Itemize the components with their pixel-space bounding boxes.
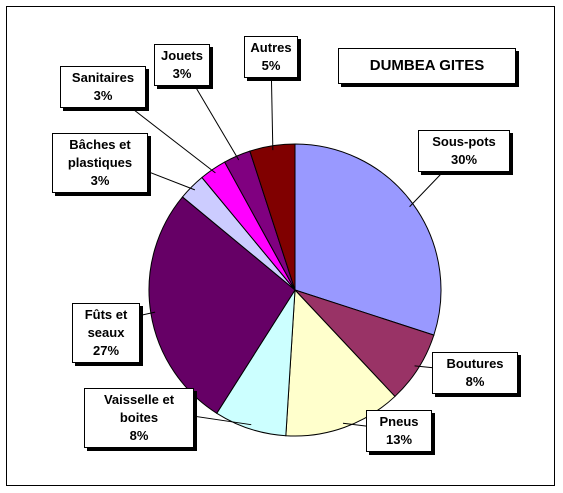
label-value: 3%: [172, 66, 192, 81]
pie-slice: [294, 143, 442, 336]
label-value: 27%: [92, 343, 120, 358]
data-label: Boutures 8%: [432, 352, 518, 394]
pie-slice: [285, 288, 396, 437]
label-category: Vaisselle et boites: [103, 392, 175, 425]
label-category: Bâches et plastiques: [67, 137, 133, 170]
label-category: Sous-pots: [432, 134, 496, 149]
label-category: Autres: [250, 40, 292, 55]
label-value: 8%: [129, 428, 149, 443]
data-label: Vaisselle et boites 8%: [84, 388, 194, 448]
data-label: Fûts et seaux 27%: [72, 303, 140, 363]
label-value: 3%: [93, 88, 113, 103]
data-label: Sanitaires 3%: [60, 66, 146, 108]
label-value: 30%: [450, 152, 478, 167]
pie-slice: [249, 143, 296, 291]
data-label: Bâches et plastiques 3%: [52, 133, 148, 193]
data-label: Sous-pots 30%: [418, 130, 510, 172]
data-label: Pneus 13%: [366, 410, 432, 452]
label-category: Pneus: [379, 414, 419, 429]
data-label: Jouets 3%: [154, 44, 210, 86]
label-value: 8%: [465, 374, 485, 389]
label-value: 5%: [261, 58, 281, 73]
label-category: Jouets: [161, 48, 203, 63]
label-category: Boutures: [446, 356, 504, 371]
data-label: Autres 5%: [244, 36, 298, 78]
chart-title: DUMBEA GITES: [338, 48, 516, 84]
label-category: Fûts et seaux: [84, 307, 128, 340]
label-category: Sanitaires: [71, 70, 135, 85]
chart-frame: [6, 6, 555, 486]
label-value: 3%: [90, 173, 110, 188]
label-value: 13%: [385, 432, 413, 447]
